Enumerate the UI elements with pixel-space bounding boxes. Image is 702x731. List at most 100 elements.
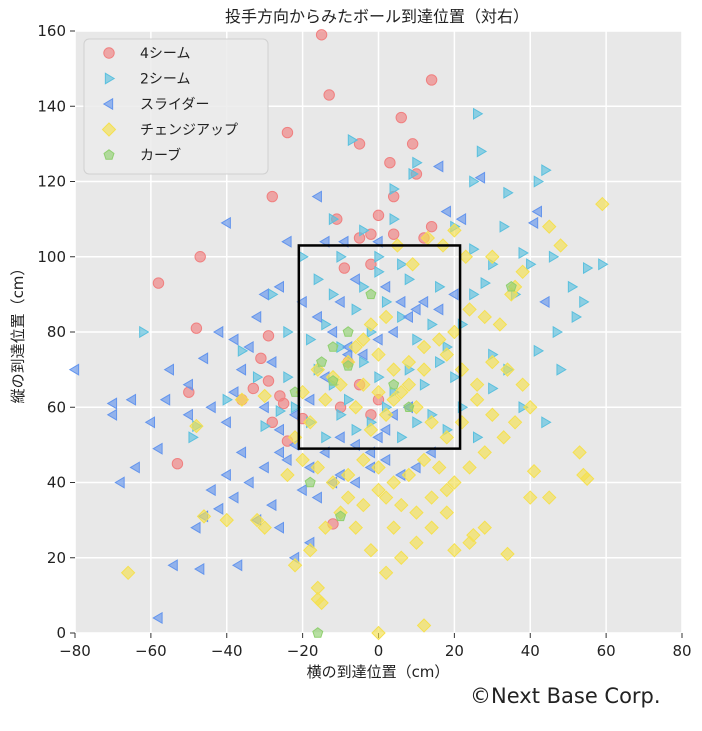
two-seam-point: [397, 310, 408, 324]
two-seam-point: [548, 250, 560, 263]
slider-point: [194, 562, 205, 576]
two-seam-point: [283, 325, 294, 339]
slider-point: [125, 393, 137, 406]
slider-point: [410, 461, 421, 474]
changeup-point: [523, 400, 538, 415]
slider-point: [167, 559, 178, 572]
changeup-point: [439, 505, 454, 520]
slider-point: [182, 408, 193, 421]
two-seam-point: [222, 393, 233, 406]
four-seam-point: [353, 138, 366, 150]
changeup-point: [409, 535, 424, 550]
changeup-point: [485, 249, 500, 264]
two-seam-point: [579, 295, 590, 308]
slider-point: [163, 363, 174, 376]
changeup-point: [431, 332, 447, 347]
changeup-point: [469, 377, 485, 392]
curve-point: [342, 360, 354, 371]
x-tick-label: −80: [59, 642, 91, 660]
two-seam-point: [275, 404, 287, 418]
two-seam-point: [328, 288, 340, 301]
slider-point: [417, 295, 429, 308]
slider-point: [258, 288, 269, 301]
slider-point: [266, 499, 277, 512]
x-tick-label: −40: [211, 642, 243, 660]
two-seam-point: [397, 258, 408, 271]
slider-point: [455, 213, 467, 226]
slider-point: [106, 408, 118, 421]
changeup-point: [378, 565, 394, 581]
slider-point: [266, 356, 277, 369]
changeup-point: [378, 490, 394, 505]
four-seam-point: [387, 228, 400, 240]
slider-point: [152, 611, 163, 625]
y-tick-label: 160: [37, 22, 66, 40]
x-tick-label: −20: [287, 642, 319, 660]
slider-point: [349, 273, 360, 286]
two-seam-point: [419, 378, 431, 391]
changeup-point: [477, 445, 492, 460]
changeup-point: [348, 520, 363, 535]
two-seam-point: [389, 182, 400, 196]
two-seam-point: [567, 280, 579, 293]
two-seam-point: [237, 344, 249, 357]
changeup-point: [371, 625, 386, 641]
changeup-point: [363, 422, 379, 438]
changeup-point: [348, 400, 363, 415]
changeup-point: [454, 415, 470, 430]
two-seam-point: [598, 258, 609, 271]
curve-point: [327, 341, 339, 352]
changeup-point: [356, 497, 371, 513]
changeup-point: [257, 388, 272, 404]
changeup-point: [485, 354, 500, 370]
changeup-point: [394, 497, 409, 513]
legend-label: カーブ: [140, 147, 181, 164]
y-tick-label: 120: [37, 173, 66, 191]
curve-point: [316, 356, 328, 367]
two-seam-point: [336, 408, 347, 421]
two-seam-point: [290, 401, 302, 414]
changeup-point: [462, 460, 477, 475]
changeup-point: [363, 543, 379, 558]
y-tick-label: 20: [47, 549, 66, 567]
four-seam-point: [171, 457, 184, 470]
two-seam-point: [359, 224, 370, 237]
slider-point: [212, 325, 224, 339]
slider-point: [379, 280, 391, 293]
x-tick-label: 0: [374, 642, 384, 660]
slider-point: [311, 310, 322, 324]
slider-point: [228, 333, 239, 346]
two-seam-point: [499, 220, 510, 233]
two-seam-point: [351, 303, 362, 316]
changeup-point: [405, 257, 420, 272]
changeup-point: [371, 347, 386, 362]
two-seam-point: [404, 273, 416, 286]
x-axis-label: 横の到達位置（cm）: [307, 663, 450, 681]
two-seam-point: [472, 431, 484, 444]
four-seam-point: [425, 220, 438, 233]
two-seam-point: [480, 277, 491, 290]
two-seam-point: [374, 371, 385, 384]
changeup-point: [447, 223, 462, 238]
two-seam-point: [408, 167, 419, 181]
four-seam-point: [365, 258, 377, 270]
slider-point: [372, 431, 383, 444]
changeup-point: [386, 392, 401, 407]
two-seam-point: [533, 344, 545, 357]
changeup-point: [249, 512, 265, 528]
slider-point: [395, 295, 406, 308]
two-seam-point: [518, 246, 529, 260]
slider-point: [357, 348, 368, 361]
changeup-point: [386, 520, 401, 535]
two-seam-point: [541, 416, 552, 429]
legend-box: [83, 38, 269, 175]
two-seam-point: [552, 325, 563, 339]
legend-marker: [102, 97, 114, 111]
y-tick-label: 100: [37, 248, 66, 266]
changeup-point: [314, 595, 329, 611]
legend-label: 4シーム: [140, 46, 191, 62]
changeup-point: [340, 490, 356, 505]
slider-point: [220, 416, 231, 429]
two-seam-point: [488, 382, 499, 395]
slider-point: [273, 423, 285, 436]
